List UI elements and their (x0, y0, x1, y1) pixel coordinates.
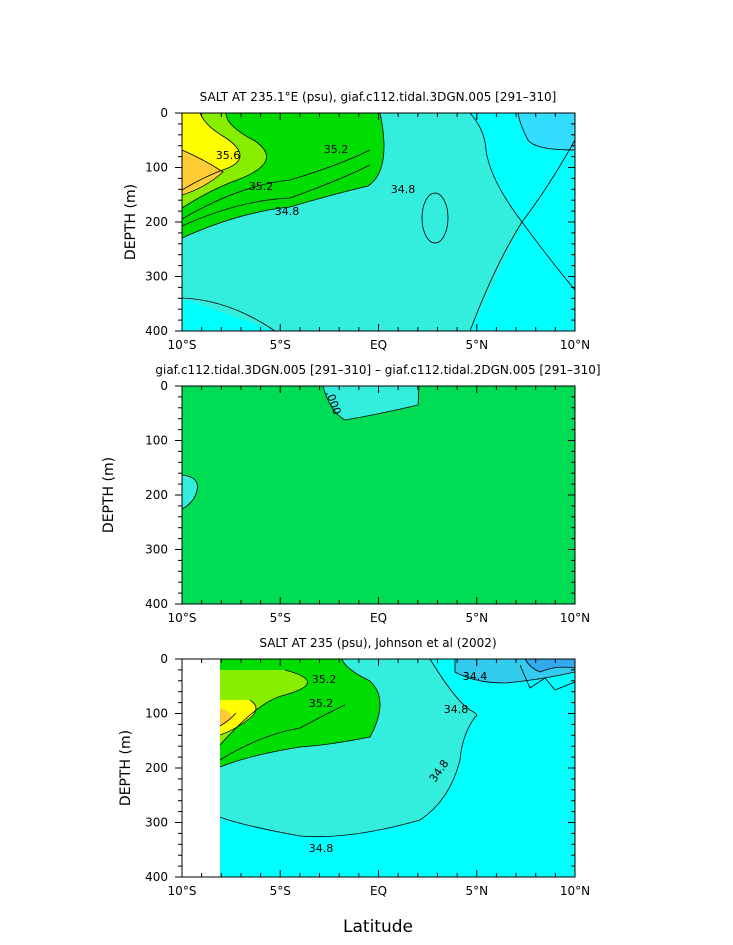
contour-line (219, 658, 381, 768)
x-tick-label: EQ (370, 338, 387, 352)
y-tick-label: 200 (145, 488, 168, 502)
y-tick-label: 0 (160, 106, 168, 120)
contour-label: 35.6 (216, 149, 241, 162)
fill-deep-left-low (182, 298, 275, 331)
contour-line (181, 149, 224, 196)
panel-1-y-label: DEPTH (m) (123, 184, 139, 260)
panel-2-y-label: DEPTH (m) (101, 457, 117, 533)
panel-3-contours (219, 658, 576, 838)
x-tick-label: 5°S (270, 611, 291, 625)
contour-label: 35.2 (324, 143, 349, 156)
y-tick-label: 0 (160, 379, 168, 393)
fill-35.4-35.6 (220, 670, 308, 745)
contour-label: 35.2 (309, 697, 334, 710)
contour-line (519, 664, 576, 691)
contour-label: 34.8 (309, 842, 334, 855)
panel-1-contours (181, 112, 576, 332)
panel-1-contour-labels: 35.6 35.2 35.2 34.8 34.8 (216, 143, 416, 218)
fill-background (182, 386, 575, 604)
y-tick-label: 400 (145, 324, 168, 338)
contour-label: 34.8 (391, 183, 416, 196)
contour-label: 35.2 (249, 180, 274, 193)
y-tick-label: 300 (145, 270, 168, 284)
contour-label: 34.4 (463, 670, 488, 683)
fill-negative-west (181, 474, 198, 510)
x-tick-label: 10°N (560, 338, 590, 352)
contour-line (524, 658, 576, 673)
x-tick-label: 10°S (168, 611, 197, 625)
panel-1-title: SALT AT 235.1°E (psu), giaf.c112.tidal.3… (200, 90, 557, 104)
contour-label: 34.8 (444, 703, 469, 716)
x-tick-label: 10°N (560, 611, 590, 625)
contour-line (521, 221, 576, 291)
y-tick-label: 100 (145, 161, 168, 175)
contour-line (181, 112, 241, 191)
panel-3-axes: 10°S 5°S EQ 5°N 10°N 0 100 200 300 400 (145, 652, 590, 898)
fill-35.8-plus (220, 708, 232, 726)
y-tick-label: 300 (145, 816, 168, 830)
fill-north-lowest (518, 113, 575, 150)
contour-line (469, 112, 523, 223)
panel-3-title: SALT AT 235 (psu), Johnson et al (2002) (259, 636, 496, 650)
contour-line (219, 704, 346, 761)
fill-negative-surface (322, 385, 420, 421)
panel-2-title: giaf.c112.tidal.3DGN.005 [291–310] – gia… (155, 363, 600, 377)
y-tick-label: 200 (145, 761, 168, 775)
panel-observed-salinity: SALT AT 235 (psu), Johnson et al (2002) … (118, 636, 590, 937)
y-tick-label: 300 (145, 543, 168, 557)
y-tick-label: 200 (145, 215, 168, 229)
contour-line (219, 699, 257, 736)
contour-line (181, 112, 385, 239)
panel-3-contour-labels: 35.2 35.2 34.4 34.8 34.8 34.8 (309, 670, 488, 855)
contour-line (219, 658, 478, 838)
contour-line (181, 164, 371, 227)
contour-line (181, 297, 276, 332)
y-tick-label: 100 (145, 707, 168, 721)
x-tick-label: EQ (370, 611, 387, 625)
panel-1-axes: 10°S 5°S EQ 5°N 10°N 0 100 200 300 400 (145, 106, 590, 352)
panel-3-y-label: DEPTH (m) (118, 730, 134, 806)
x-tick-label: EQ (370, 884, 387, 898)
y-tick-label: 0 (160, 652, 168, 666)
contour-line (181, 112, 267, 209)
contour-line (219, 712, 237, 727)
x-tick-label: 5°N (465, 611, 488, 625)
x-tick-label: 5°S (270, 338, 291, 352)
y-tick-label: 400 (145, 870, 168, 884)
x-tick-label: 10°N (560, 884, 590, 898)
panel-model-salinity: SALT AT 235.1°E (psu), giaf.c112.tidal.3… (123, 90, 590, 352)
x-tick-label: 10°S (168, 338, 197, 352)
fill-lowest-north (525, 659, 575, 672)
contour-line (181, 149, 371, 220)
panel-1-fills (182, 113, 575, 331)
y-tick-label: 100 (145, 434, 168, 448)
x-tick-label: 5°S (270, 884, 291, 898)
contour-line (517, 112, 576, 151)
fill-35.6-35.8 (220, 700, 256, 735)
panel-difference: giaf.c112.tidal.3DGN.005 [291–310] – gia… (101, 363, 601, 625)
x-tick-label: 5°N (465, 338, 488, 352)
contour-label: 34.8 (275, 205, 300, 218)
x-tick-label: 5°N (465, 884, 488, 898)
contour-line (454, 659, 576, 684)
panel-2-axes: 10°S 5°S EQ 5°N 10°N 0 100 200 300 400 (145, 379, 590, 625)
x-axis-label: Latitude (343, 917, 413, 937)
x-tick-label: 10°S (168, 884, 197, 898)
y-tick-label: 400 (145, 597, 168, 611)
contour-34.8-island (421, 192, 449, 244)
contour-line (219, 669, 308, 746)
contour-label: 35.2 (312, 673, 337, 686)
